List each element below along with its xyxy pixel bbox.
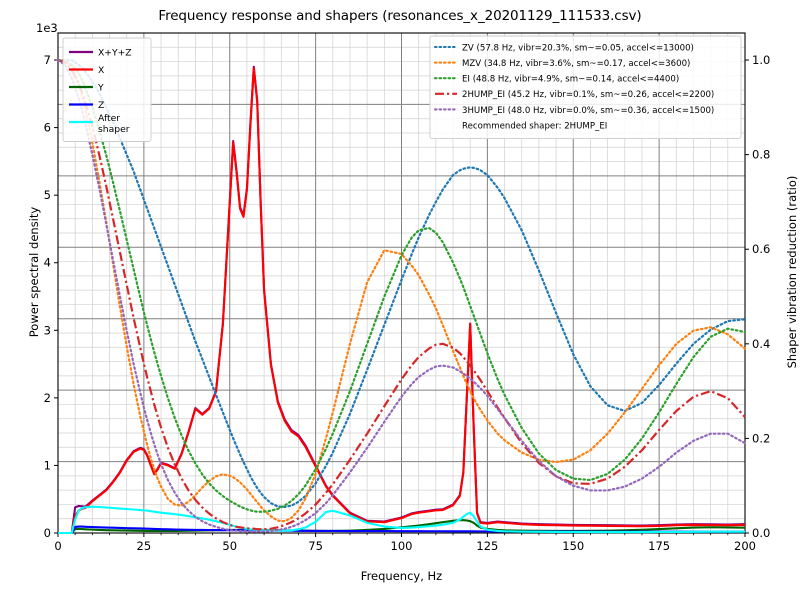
svg-text:150: 150 (562, 539, 584, 553)
svg-text:0.0: 0.0 (752, 526, 770, 540)
legend-label: X (98, 65, 104, 76)
svg-text:0.4: 0.4 (752, 337, 770, 351)
svg-text:0: 0 (54, 539, 61, 553)
legend-label-shaper: EI (48.8 Hz, vibr=4.9%, sm~=0.14, accel<… (462, 75, 679, 85)
curve-zv (56, 58, 747, 509)
svg-text:6: 6 (44, 121, 51, 135)
legend-label: X+Y+Z (98, 48, 132, 59)
legend-shapers[interactable]: ZV (57.8 Hz, vibr=20.3%, sm~=0.05, accel… (429, 35, 742, 140)
svg-text:2: 2 (44, 391, 51, 405)
svg-text:4: 4 (44, 256, 51, 270)
svg-text:125: 125 (476, 539, 498, 553)
x-axis-label: Frequency, Hz (360, 569, 443, 583)
svg-text:0.8: 0.8 (752, 148, 770, 162)
svg-text:5: 5 (44, 188, 51, 202)
svg-text:0.2: 0.2 (752, 431, 770, 445)
curve-x (58, 67, 746, 535)
curve-ei (56, 58, 747, 513)
legend-label-shaper: MZV (34.8 Hz, vibr=3.6%, sm~=0.17, accel… (462, 59, 690, 69)
svg-text:100: 100 (391, 539, 413, 553)
svg-text:1.0: 1.0 (752, 53, 770, 67)
data-curves (56, 58, 747, 535)
curve-mzv (56, 58, 747, 523)
svg-text:75: 75 (308, 539, 323, 553)
chart-title: Frequency response and shapers (resonanc… (158, 8, 642, 24)
svg-text:25: 25 (137, 539, 152, 553)
recommended-shaper-text: Recommended shaper: 2HUMP_EI (462, 121, 607, 131)
legend-label: Y (97, 83, 104, 94)
legend-label: After (98, 113, 120, 124)
svg-text:1: 1 (44, 458, 51, 472)
svg-text:7: 7 (44, 53, 51, 67)
legend-label: shaper (98, 124, 130, 135)
svg-text:3: 3 (44, 323, 51, 337)
axis-tick-labels: 0 25 50 75 100 125 150 175 200 0 1 2 3 4 5 6 7 0.0 0.2 0.4 0… (44, 53, 771, 553)
svg-text:175: 175 (648, 539, 670, 553)
legend-label-shaper: ZV (57.8 Hz, vibr=20.3%, sm~=0.05, accel… (462, 43, 694, 53)
legend-label-shaper: 3HUMP_EI (48.0 Hz, vibr=0.0%, sm~=0.36, … (462, 106, 714, 116)
svg-text:50: 50 (222, 539, 237, 553)
svg-text:200: 200 (734, 539, 756, 553)
curve-3hump-ei (56, 58, 747, 533)
legend-label: Z (98, 100, 104, 111)
svg-text:0: 0 (44, 526, 51, 540)
curve-after-shaper (58, 505, 745, 535)
axis-ticks (54, 59, 749, 537)
svg-text:0.6: 0.6 (752, 242, 770, 256)
y-axis-offset-label: 1e3 (36, 21, 58, 35)
legend-label-shaper: 2HUMP_EI (45.2 Hz, vibr=0.1%, sm~=0.26, … (462, 90, 714, 100)
